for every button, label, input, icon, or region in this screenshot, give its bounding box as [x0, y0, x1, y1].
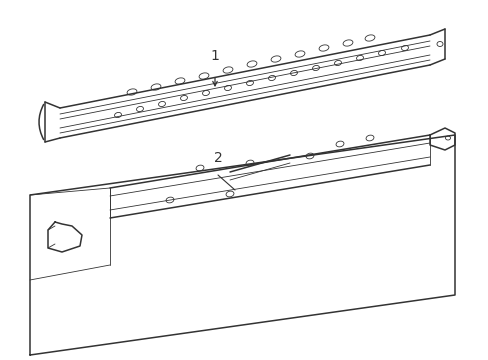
Text: 2: 2 [213, 151, 222, 165]
Text: 1: 1 [210, 49, 219, 63]
